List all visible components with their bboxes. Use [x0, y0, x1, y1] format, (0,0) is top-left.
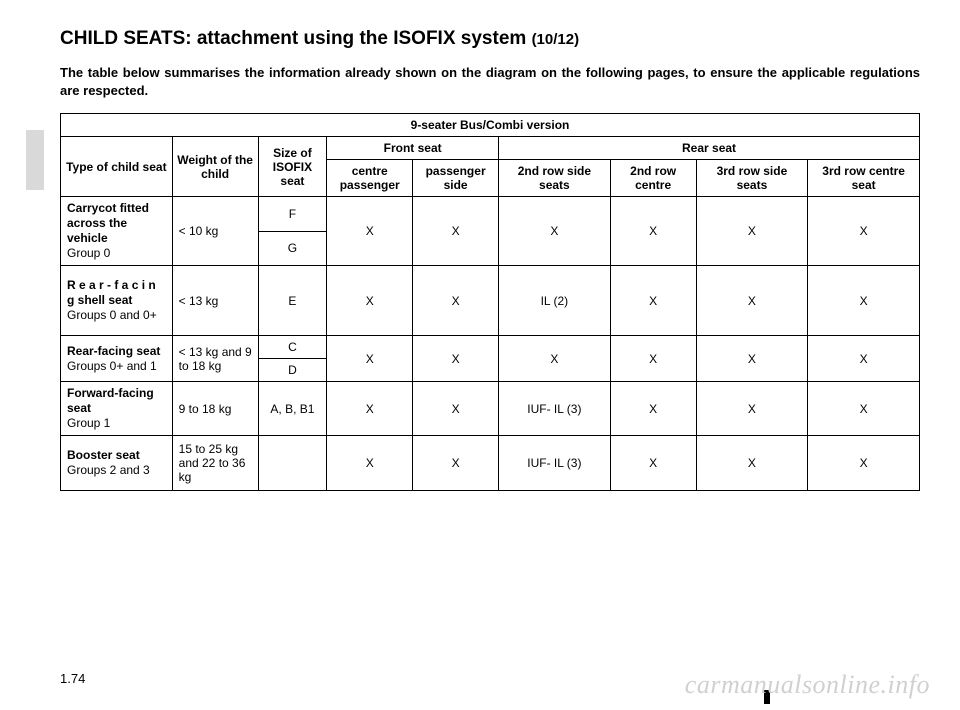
- cell: X: [808, 266, 920, 336]
- row-weight: 15 to 25 kg and 22 to 36 kg: [172, 436, 258, 491]
- table-row: R e a r - f a c i n g shell seatGroups 0…: [61, 266, 920, 336]
- row-weight: 9 to 18 kg: [172, 382, 258, 436]
- table-row: Forward-facing seatGroup 1 9 to 18 kg A,…: [61, 382, 920, 436]
- cell: IUF- IL (3): [499, 436, 611, 491]
- cell: X: [413, 266, 499, 336]
- row-label: Booster seatGroups 2 and 3: [61, 436, 173, 491]
- cell: X: [327, 436, 413, 491]
- header-weight: Weight of the child: [172, 137, 258, 197]
- cell: X: [499, 336, 611, 382]
- cell: IL (2): [499, 266, 611, 336]
- row-weight: < 10 kg: [172, 197, 258, 266]
- cell: X: [696, 266, 808, 336]
- cell: X: [696, 197, 808, 266]
- row-size: [258, 436, 327, 491]
- cell: X: [808, 197, 920, 266]
- header-row2-centre: 2nd row centre: [610, 160, 696, 197]
- page-title: CHILD SEATS: attachment using the ISOFIX…: [60, 28, 920, 50]
- cell: X: [327, 382, 413, 436]
- cell: X: [696, 436, 808, 491]
- cell: X: [413, 436, 499, 491]
- cell: X: [413, 336, 499, 382]
- header-row3-centre: 3rd row centre seat: [808, 160, 920, 197]
- cell: X: [696, 336, 808, 382]
- row-weight: < 13 kg: [172, 266, 258, 336]
- row-size: F: [258, 197, 327, 232]
- table-body: Carrycot fitted across the vehicleGroup …: [61, 197, 920, 491]
- row-label: Rear-facing seatGroups 0+ and 1: [61, 336, 173, 382]
- row-label: Carrycot fitted across the vehicleGroup …: [61, 197, 173, 266]
- row-weight: < 13 kg and 9 to 18 kg: [172, 336, 258, 382]
- table-row: Carrycot fitted across the vehicleGroup …: [61, 197, 920, 232]
- page-content: CHILD SEATS: attachment using the ISOFIX…: [0, 0, 960, 491]
- header-type: Type of child seat: [61, 137, 173, 197]
- row-size: G: [258, 231, 327, 266]
- cell: X: [610, 336, 696, 382]
- header-front: Front seat: [327, 137, 499, 160]
- table-row: Rear-facing seatGroups 0+ and 1 < 13 kg …: [61, 336, 920, 359]
- row-size: C: [258, 336, 327, 359]
- cell: X: [696, 382, 808, 436]
- header-centre-passenger: centre passenger: [327, 160, 413, 197]
- table-title: 9-seater Bus/Combi version: [61, 114, 920, 137]
- title-main: CHILD SEATS: attachment using the ISOFIX…: [60, 28, 532, 49]
- table-row: Booster seatGroups 2 and 3 15 to 25 kg a…: [61, 436, 920, 491]
- header-row3-side: 3rd row side seats: [696, 160, 808, 197]
- cell: X: [610, 382, 696, 436]
- cell: X: [610, 266, 696, 336]
- row-size: E: [258, 266, 327, 336]
- isofix-table: 9-seater Bus/Combi version Type of child…: [60, 113, 920, 491]
- cell: X: [610, 197, 696, 266]
- page-number: 1.74: [60, 671, 85, 686]
- watermark: carmanualsonline.info: [685, 670, 930, 700]
- cell: X: [327, 197, 413, 266]
- header-rear: Rear seat: [499, 137, 920, 160]
- cell: IUF- IL (3): [499, 382, 611, 436]
- cell: X: [413, 197, 499, 266]
- intro-text: The table below summarises the informati…: [60, 64, 920, 99]
- cell: X: [808, 336, 920, 382]
- title-sub: (10/12): [532, 31, 580, 48]
- row-size: D: [258, 359, 327, 382]
- cell: X: [327, 336, 413, 382]
- cell: X: [327, 266, 413, 336]
- row-label: R e a r - f a c i n g shell seatGroups 0…: [61, 266, 173, 336]
- cell: X: [413, 382, 499, 436]
- row-label: Forward-facing seatGroup 1: [61, 382, 173, 436]
- cell: X: [610, 436, 696, 491]
- side-tab: [26, 130, 44, 190]
- row-size: A, B, B1: [258, 382, 327, 436]
- header-passenger-side: passenger side: [413, 160, 499, 197]
- cell: X: [808, 436, 920, 491]
- header-size: Size of ISOFIX seat: [258, 137, 327, 197]
- cell: X: [808, 382, 920, 436]
- header-row2-side: 2nd row side seats: [499, 160, 611, 197]
- cell: X: [499, 197, 611, 266]
